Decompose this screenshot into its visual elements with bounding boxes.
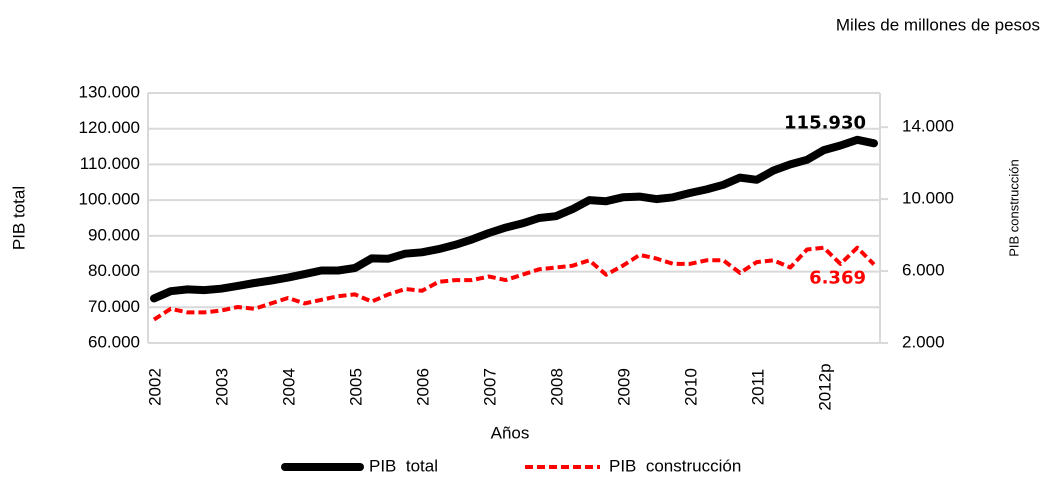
y-tick-label: 60.000 <box>88 332 140 351</box>
series-line <box>150 135 878 303</box>
x-tick-label: 2010 <box>681 368 700 406</box>
y-tick-label: 100.000 <box>79 190 140 209</box>
x-tick-label: 2009 <box>614 368 633 406</box>
y2-tick-label: 10.000 <box>902 189 954 208</box>
x-tick-label: 2006 <box>413 368 432 406</box>
x-tick-label: 2002 <box>145 368 164 406</box>
legend-label: PIB construcción <box>609 456 741 475</box>
y-tick-label: 130.000 <box>79 82 140 101</box>
y-tick-label: 110.000 <box>80 154 140 173</box>
x-tick-label: 2011 <box>748 369 767 406</box>
y-axis-label: PIB total <box>9 186 28 250</box>
data-label: 115.930 <box>784 112 866 133</box>
x-tick-label: 2007 <box>480 368 499 406</box>
x-tick-label: 2003 <box>212 368 231 406</box>
y2-tick-label: 6.000 <box>902 261 945 280</box>
x-axis-label: Años <box>491 423 530 442</box>
y-tick-label: 90.000 <box>88 225 140 244</box>
y2-axis-label: PIB construcción <box>1006 159 1021 257</box>
data-label: 6.369 <box>809 267 866 288</box>
y-tick-label: 70.000 <box>88 297 140 316</box>
y-tick-label: 120.000 <box>79 118 140 137</box>
subtitle: Miles de millones de pesos <box>836 15 1040 34</box>
y-tick-label: 80.000 <box>88 261 140 280</box>
y2-tick-label: 14.000 <box>902 117 954 136</box>
x-tick-label: 2005 <box>346 368 365 406</box>
y2-tick-label: 2.000 <box>902 332 945 351</box>
series-line <box>152 245 876 322</box>
x-tick-label: 2004 <box>279 368 298 406</box>
legend-label: PIB total <box>369 456 438 475</box>
x-tick-label: 2008 <box>547 368 566 406</box>
x-tick-label: 2012p <box>815 363 834 410</box>
